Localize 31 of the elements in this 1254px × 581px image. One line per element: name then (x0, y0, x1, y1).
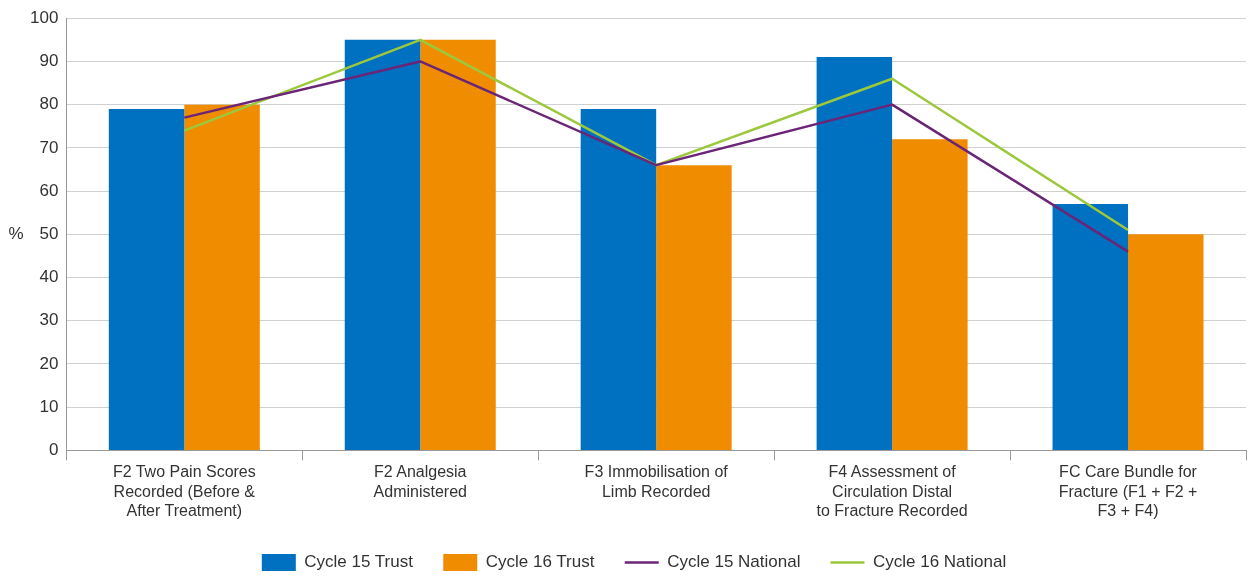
bar (184, 104, 260, 450)
bar (1128, 234, 1204, 450)
bar (656, 165, 732, 450)
legend-label: Cycle 16 National (872, 552, 1007, 572)
y-tick-label: 10 (39, 396, 59, 416)
x-tick-label: F2 Analgesia Administered (373, 463, 467, 500)
y-tick-label: 50 (39, 223, 59, 243)
y-tick-label: 100 (29, 7, 59, 27)
legend-label: Cycle 16 Trust (485, 552, 595, 572)
x-tick-label: FC Care Bundle for Fracture (F1 + F2 + F3 + F4) (1058, 463, 1198, 519)
bar (816, 57, 893, 450)
y-tick-label: 80 (39, 94, 59, 114)
y-tick-label: 0 (48, 440, 59, 460)
bar (420, 39, 496, 450)
y-tick-label: 90 (39, 51, 59, 71)
bar (580, 108, 657, 450)
bar (344, 39, 421, 450)
y-tick-label: 60 (39, 180, 59, 200)
y-tick-label: 20 (39, 353, 59, 373)
x-tick-label: F2 Two Pain Scores Recorded (Before & After Treatment) (112, 463, 256, 519)
bar (108, 108, 185, 450)
y-tick-label: 70 (39, 137, 59, 157)
y-tick-label: 30 (39, 310, 59, 330)
x-tick-label: F3 Immobilisation of Limb Recorded (584, 463, 729, 500)
bar (892, 139, 968, 450)
x-tick-label: F4 Assessment of Circulation Distal to Fracture Recorded (816, 463, 968, 519)
bar (1052, 204, 1129, 450)
legend-label: Cycle 15 National (667, 552, 801, 572)
legend-label: Cycle 15 Trust (304, 552, 414, 572)
y-tick-label: 40 (39, 267, 59, 287)
y-axis-title: % (8, 223, 24, 243)
